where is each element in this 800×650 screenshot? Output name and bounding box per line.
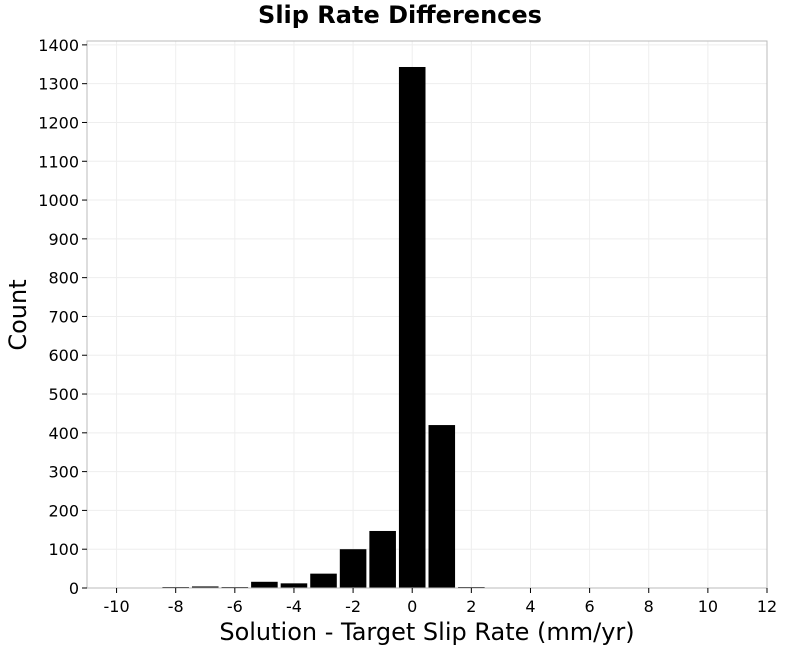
y-tick-label: 100 [48,540,79,559]
y-tick-label: 600 [48,346,79,365]
histogram-bars [162,66,485,589]
histogram-bar [428,425,456,588]
y-tick-label: 1200 [38,113,79,132]
x-tick-label: -10 [103,597,129,616]
y-tick-label: 300 [48,463,79,482]
histogram-bar [369,530,396,588]
histogram-bar [251,581,278,588]
x-tick-label: -6 [227,597,243,616]
histogram-bar [398,66,426,589]
y-tick-label: 1400 [38,36,79,55]
x-tick-label: 6 [585,597,595,616]
x-tick-label: 8 [644,597,654,616]
histogram-bar [310,573,337,588]
y-axis-label: Count [4,279,32,350]
y-tick-label: 1300 [38,75,79,94]
plot-frame [86,40,768,589]
x-tick-label: 10 [698,597,718,616]
x-tick-label: 0 [407,597,417,616]
y-axis-ticks: 0 100 200 300 400 500 600 700 800 900 1000 1100 1200… [38,36,87,598]
x-axis-ticks: -10 -8 -6 -4 -2 0 2 4 6 8 10 12 [103,588,777,616]
x-tick-label: -8 [168,597,184,616]
y-tick-label: 900 [48,230,79,249]
y-tick-label: 1100 [38,152,79,171]
x-tick-label: -2 [345,597,361,616]
histogram-bar [280,583,308,588]
y-tick-label: 1000 [38,191,79,210]
y-tick-label: 200 [48,501,79,520]
x-tick-label: 4 [525,597,535,616]
x-tick-label: 2 [466,597,476,616]
grid-lines [87,41,768,589]
y-tick-label: 800 [48,269,79,288]
y-tick-label: 0 [69,579,79,598]
x-tick-label: 12 [757,597,777,616]
chart-title: Slip Rate Differences [258,1,542,29]
y-tick-label: 400 [48,424,79,443]
y-tick-label: 500 [48,385,79,404]
x-tick-label: -4 [286,597,302,616]
histogram-bar [191,586,219,588]
histogram-bar [339,549,367,588]
x-axis-label: Solution - Target Slip Rate (mm/yr) [219,618,634,646]
y-tick-label: 700 [48,307,79,326]
